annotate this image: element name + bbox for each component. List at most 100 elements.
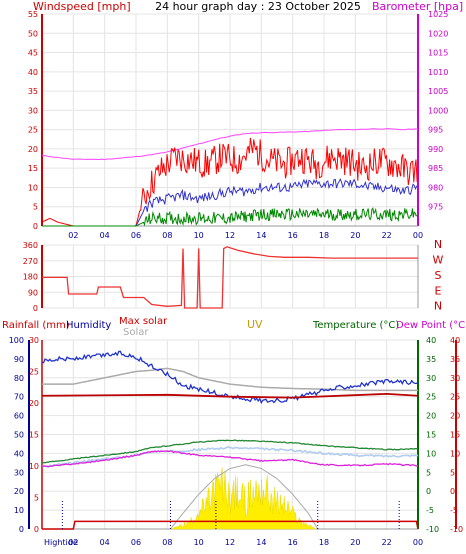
wind-y-tick-label: 25: [28, 126, 38, 135]
temperature-y-tick-label: 5: [426, 468, 431, 477]
windspeed-label: Windspeed [mph]: [33, 0, 131, 13]
climate-x-tick-label: 10: [194, 538, 204, 547]
barometer-y-tick-label: 1005: [428, 87, 448, 96]
humidity-y-tick-label: 50: [14, 431, 24, 440]
climate-x-tick-label: 14: [256, 538, 266, 547]
humidity-y-tick-label: 100: [9, 336, 24, 345]
temperature-line: [41, 439, 419, 464]
temperature-y-tick-label: 25: [426, 393, 436, 402]
climate-x-tick-label: 00: [413, 538, 423, 547]
wind-x-tick-label: 14: [256, 231, 266, 240]
temperature-y-tick-label: 20: [426, 412, 436, 421]
wind-y-tick-label: 35: [28, 87, 38, 96]
direction-y-tick-label: 0: [33, 304, 38, 313]
rainfall-y-tick-label: 0: [34, 525, 39, 534]
humidity-y-tick-label: 90: [14, 355, 24, 364]
dewpoint-y-tick-label: 5: [450, 468, 455, 477]
compass-label: N: [434, 300, 442, 313]
direction-y-tick-label: 360: [23, 241, 38, 250]
wind-minimum-line: [42, 207, 419, 227]
temperature-y-tick-label: -10: [426, 525, 439, 534]
dewpoint-y-tick-label: 0: [450, 487, 455, 496]
temperature-y-tick-label: 10: [426, 449, 436, 458]
wind-x-tick-label: 00: [413, 231, 423, 240]
wind-y-tick-label: 10: [28, 183, 38, 192]
climate-x-tick-label: 18: [319, 538, 329, 547]
temperature-label: Temperature (°C): [312, 320, 399, 331]
humidity-y-tick-label: 30: [14, 468, 24, 477]
rainfall-y-tick-label: 15: [29, 431, 39, 440]
barometer-y-tick-label: 990: [428, 145, 443, 154]
wind-y-tick-label: 40: [28, 68, 38, 77]
direction-y-tick-label: 180: [23, 273, 38, 282]
barometer-y-tick-label: 985: [428, 164, 443, 173]
temperature-y-tick-label: -5: [426, 506, 434, 515]
humidity-y-tick-label: 60: [14, 412, 24, 421]
barometer-y-tick-label: 1025: [428, 10, 448, 19]
max-solar-curve: [170, 464, 319, 530]
wind-x-tick-label: 06: [131, 231, 141, 240]
climate-x-tick-label: 08: [162, 538, 172, 547]
dew-point-label: Dew Point (°C): [396, 320, 466, 331]
wind-x-tick-label: 02: [68, 231, 78, 240]
barometer-y-tick-label: 975: [428, 203, 443, 212]
wind-y-tick-label: 55: [28, 10, 38, 19]
wind-x-tick-label: 12: [225, 231, 235, 240]
rainfall-y-tick-label: 5: [34, 494, 39, 503]
humidity-y-tick-label: 10: [14, 506, 24, 515]
climate-x-tick-label: 02: [68, 538, 78, 547]
rainfall-y-tick-label: 20: [29, 399, 39, 408]
max-solar-line: [42, 367, 418, 392]
dewpoint-y-tick-label: -5: [450, 506, 458, 515]
humidity-y-tick-label: 80: [14, 374, 24, 383]
wind-x-tick-label: 18: [319, 231, 329, 240]
dewpoint-y-tick-label: -10: [450, 525, 463, 534]
rainfall-y-tick-label: 30: [29, 336, 39, 345]
wind-y-tick-label: 30: [28, 106, 38, 115]
wind-y-tick-label: 0: [33, 222, 38, 231]
wind-y-tick-label: 20: [28, 145, 38, 154]
rainfall-y-tick-label: 10: [29, 462, 39, 471]
solar-label: Solar: [123, 327, 149, 338]
wind-x-tick-label: 22: [382, 231, 392, 240]
wind-y-tick-label: 15: [28, 164, 38, 173]
hightide-label: Hightide: [44, 538, 78, 547]
humidity-y-tick-label: 40: [14, 449, 24, 458]
barometer-y-tick-label: 1020: [428, 29, 448, 38]
wind-direction-line: [42, 246, 418, 309]
temperature-y-tick-label: 40: [426, 336, 436, 345]
dew-point-line: [42, 450, 419, 468]
temperature-y-tick-label: 15: [426, 431, 436, 440]
temperature-y-tick-label: 0: [426, 487, 431, 496]
max-solar-label: Max solar: [119, 316, 168, 327]
compass-label: S: [435, 269, 442, 282]
compass-label: W: [433, 253, 444, 266]
rainfall-label: Rainfall (mm): [2, 320, 70, 331]
wind-x-tick-label: 16: [288, 231, 298, 240]
wind-x-tick-label: 10: [194, 231, 204, 240]
humidity-y-tick-label: 0: [19, 525, 24, 534]
rain-rate-line: [41, 392, 419, 399]
humidity-y-tick-label: 70: [14, 393, 24, 402]
uv-label: UV: [247, 318, 263, 331]
rainfall-y-tick-label: 25: [29, 368, 39, 377]
wind-y-tick-label: 5: [33, 203, 38, 212]
temperature-y-tick-label: 35: [426, 355, 436, 364]
climate-x-tick-label: 06: [131, 538, 141, 547]
barometer-y-tick-label: 1000: [428, 106, 448, 115]
apparent-temperature-line: [41, 446, 419, 468]
humidity-label: Humidity: [66, 320, 111, 331]
climate-x-tick-label: 04: [100, 538, 110, 547]
barometer-y-tick-label: 1010: [428, 68, 448, 77]
direction-y-tick-label: 270: [23, 257, 38, 266]
compass-label: E: [435, 284, 442, 297]
barometer-y-tick-label: 980: [428, 183, 443, 192]
graph-title: 24 hour graph day : 23 October 2025: [155, 0, 361, 13]
climate-x-tick-label: 20: [350, 538, 360, 547]
climate-x-tick-label: 16: [288, 538, 298, 547]
barometer-label: Barometer [hpa]: [372, 0, 463, 13]
climate-x-tick-label: 22: [382, 538, 392, 547]
